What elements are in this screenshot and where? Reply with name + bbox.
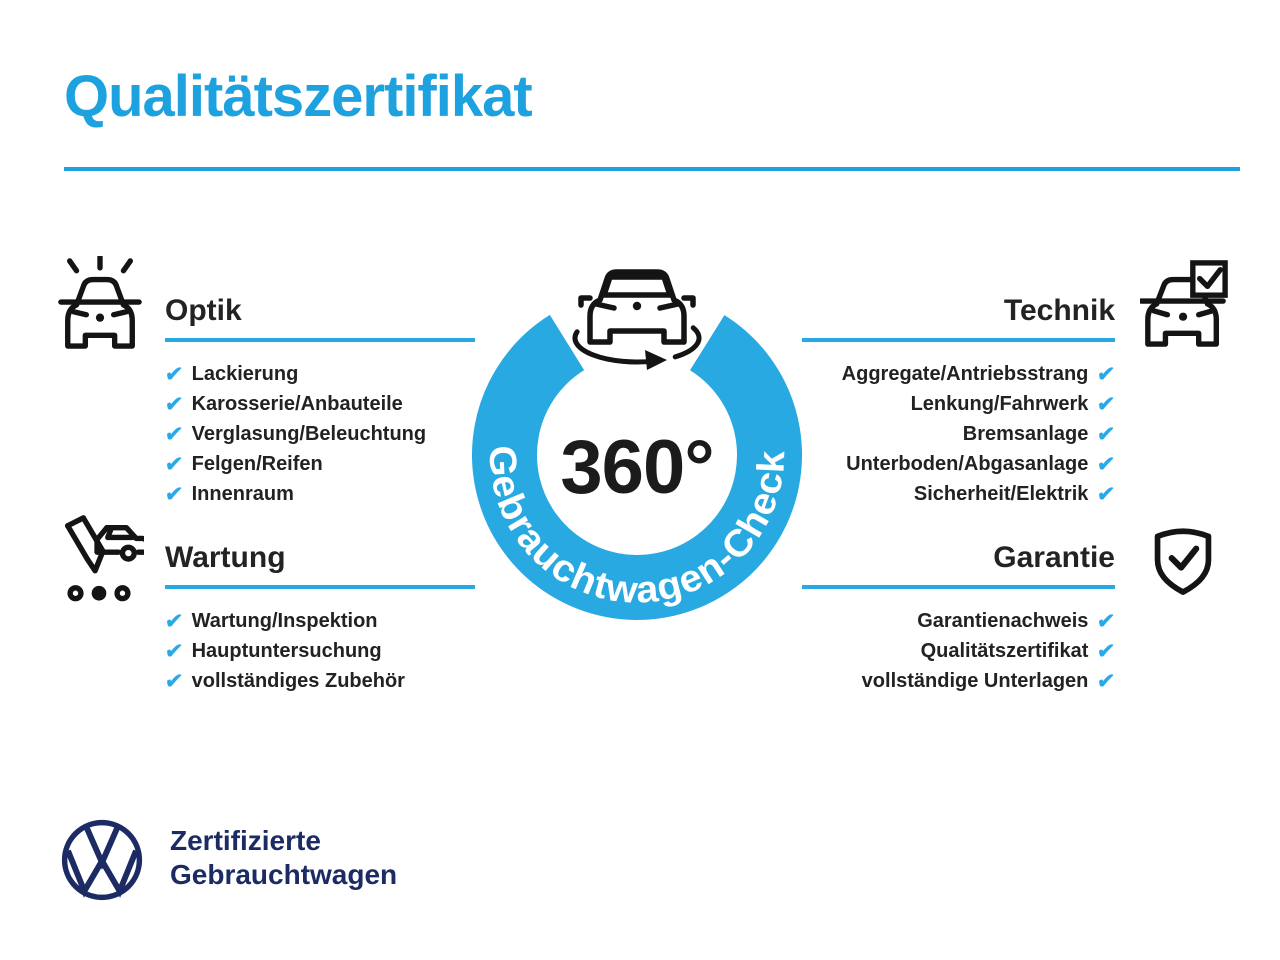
section-underline xyxy=(165,585,475,589)
checklist-item: ✔ Innenraum xyxy=(163,482,294,506)
checklist-item: ✔ Verglasung/Beleuchtung xyxy=(163,422,427,446)
vw-logo xyxy=(60,818,144,902)
check-icon: ✔ xyxy=(1096,362,1117,386)
section-underline xyxy=(165,338,475,342)
checklist-item: ✔ Sicherheit/Elektrik xyxy=(913,482,1117,506)
section-title-optik: Optik xyxy=(165,294,242,327)
check-icon: ✔ xyxy=(163,392,184,416)
checklist-item: ✔ Unterboden/Abgasanlage xyxy=(846,452,1117,476)
section-underline xyxy=(802,585,1115,589)
checklist-item: ✔ Aggregate/Antriebsstrang xyxy=(841,362,1117,386)
check-icon: ✔ xyxy=(163,422,184,446)
checklist-optik: ✔ Lackierung ✔ Karosserie/Anbauteile ✔ V… xyxy=(163,359,475,509)
badge-360-check: Gebrauchtwagen-Check 360° xyxy=(472,250,802,630)
section-optik: Optik ✔ Lackierung ✔ Karosserie/Anbautei… xyxy=(163,294,475,509)
checklist-item: ✔ vollständige Unterlagen xyxy=(861,669,1117,693)
checklist-item: ✔ Hauptuntersuchung xyxy=(163,639,382,663)
shield-check-icon xyxy=(1150,522,1216,598)
section-title-wartung: Wartung xyxy=(165,541,286,574)
degrees-label: 360° xyxy=(560,425,713,510)
page-title: Qualitätszertifikat xyxy=(64,64,533,129)
section-title-technik: Technik xyxy=(1003,294,1115,327)
footer-claim-line2: Gebrauchtwagen xyxy=(170,859,398,890)
checklist-item: ✔ vollständiges Zubehör xyxy=(163,669,405,693)
checklist-item: ✔ Karosserie/Anbauteile xyxy=(163,392,403,416)
check-icon: ✔ xyxy=(163,482,184,506)
check-icon: ✔ xyxy=(163,639,184,663)
check-icon: ✔ xyxy=(1096,669,1117,693)
check-icon: ✔ xyxy=(163,609,184,633)
car-shine-icon xyxy=(56,256,144,350)
footer-claim-line1: Zertifizierte xyxy=(170,825,321,856)
check-icon: ✔ xyxy=(163,669,184,693)
checklist-item: ✔ Lenkung/Fahrwerk xyxy=(910,392,1117,416)
checklist-technik: ✔ Aggregate/Antriebsstrang ✔ Lenkung/Fah… xyxy=(802,359,1117,509)
section-wartung: Wartung ✔ Wartung/Inspektion ✔ Hauptunte… xyxy=(163,541,475,696)
checklist-item: ✔ Bremsanlage xyxy=(962,422,1117,446)
footer-claim: Zertifizierte Gebrauchtwagen xyxy=(170,824,397,892)
checklist-wartung: ✔ Wartung/Inspektion ✔ Hauptuntersuchung… xyxy=(163,606,475,696)
checklist-item: ✔ Garantienachweis xyxy=(917,609,1117,633)
check-icon: ✔ xyxy=(163,362,184,386)
checklist-item: ✔ Lackierung xyxy=(163,362,299,386)
car-checkbox-icon xyxy=(1140,258,1230,348)
check-icon: ✔ xyxy=(163,452,184,476)
check-icon: ✔ xyxy=(1096,452,1117,476)
car-pencil-icon xyxy=(54,512,144,606)
checklist-item: ✔ Wartung/Inspektion xyxy=(163,609,378,633)
checklist-garantie: ✔ Garantienachweis ✔ Qualitätszertifikat… xyxy=(802,606,1117,696)
section-technik: Technik ✔ Aggregate/Antriebsstrang ✔ Len… xyxy=(802,294,1117,509)
check-icon: ✔ xyxy=(1096,422,1117,446)
check-icon: ✔ xyxy=(1096,609,1117,633)
check-icon: ✔ xyxy=(1096,392,1117,416)
check-icon: ✔ xyxy=(1096,639,1117,663)
check-icon: ✔ xyxy=(1096,482,1117,506)
checklist-item: ✔ Qualitätszertifikat xyxy=(920,639,1117,663)
car-rotate-icon xyxy=(572,269,702,370)
section-garantie: Garantie ✔ Garantienachweis ✔ Qualitätsz… xyxy=(802,541,1117,696)
title-divider xyxy=(64,167,1240,171)
section-title-garantie: Garantie xyxy=(993,541,1115,574)
section-underline xyxy=(802,338,1115,342)
checklist-item: ✔ Felgen/Reifen xyxy=(163,452,323,476)
